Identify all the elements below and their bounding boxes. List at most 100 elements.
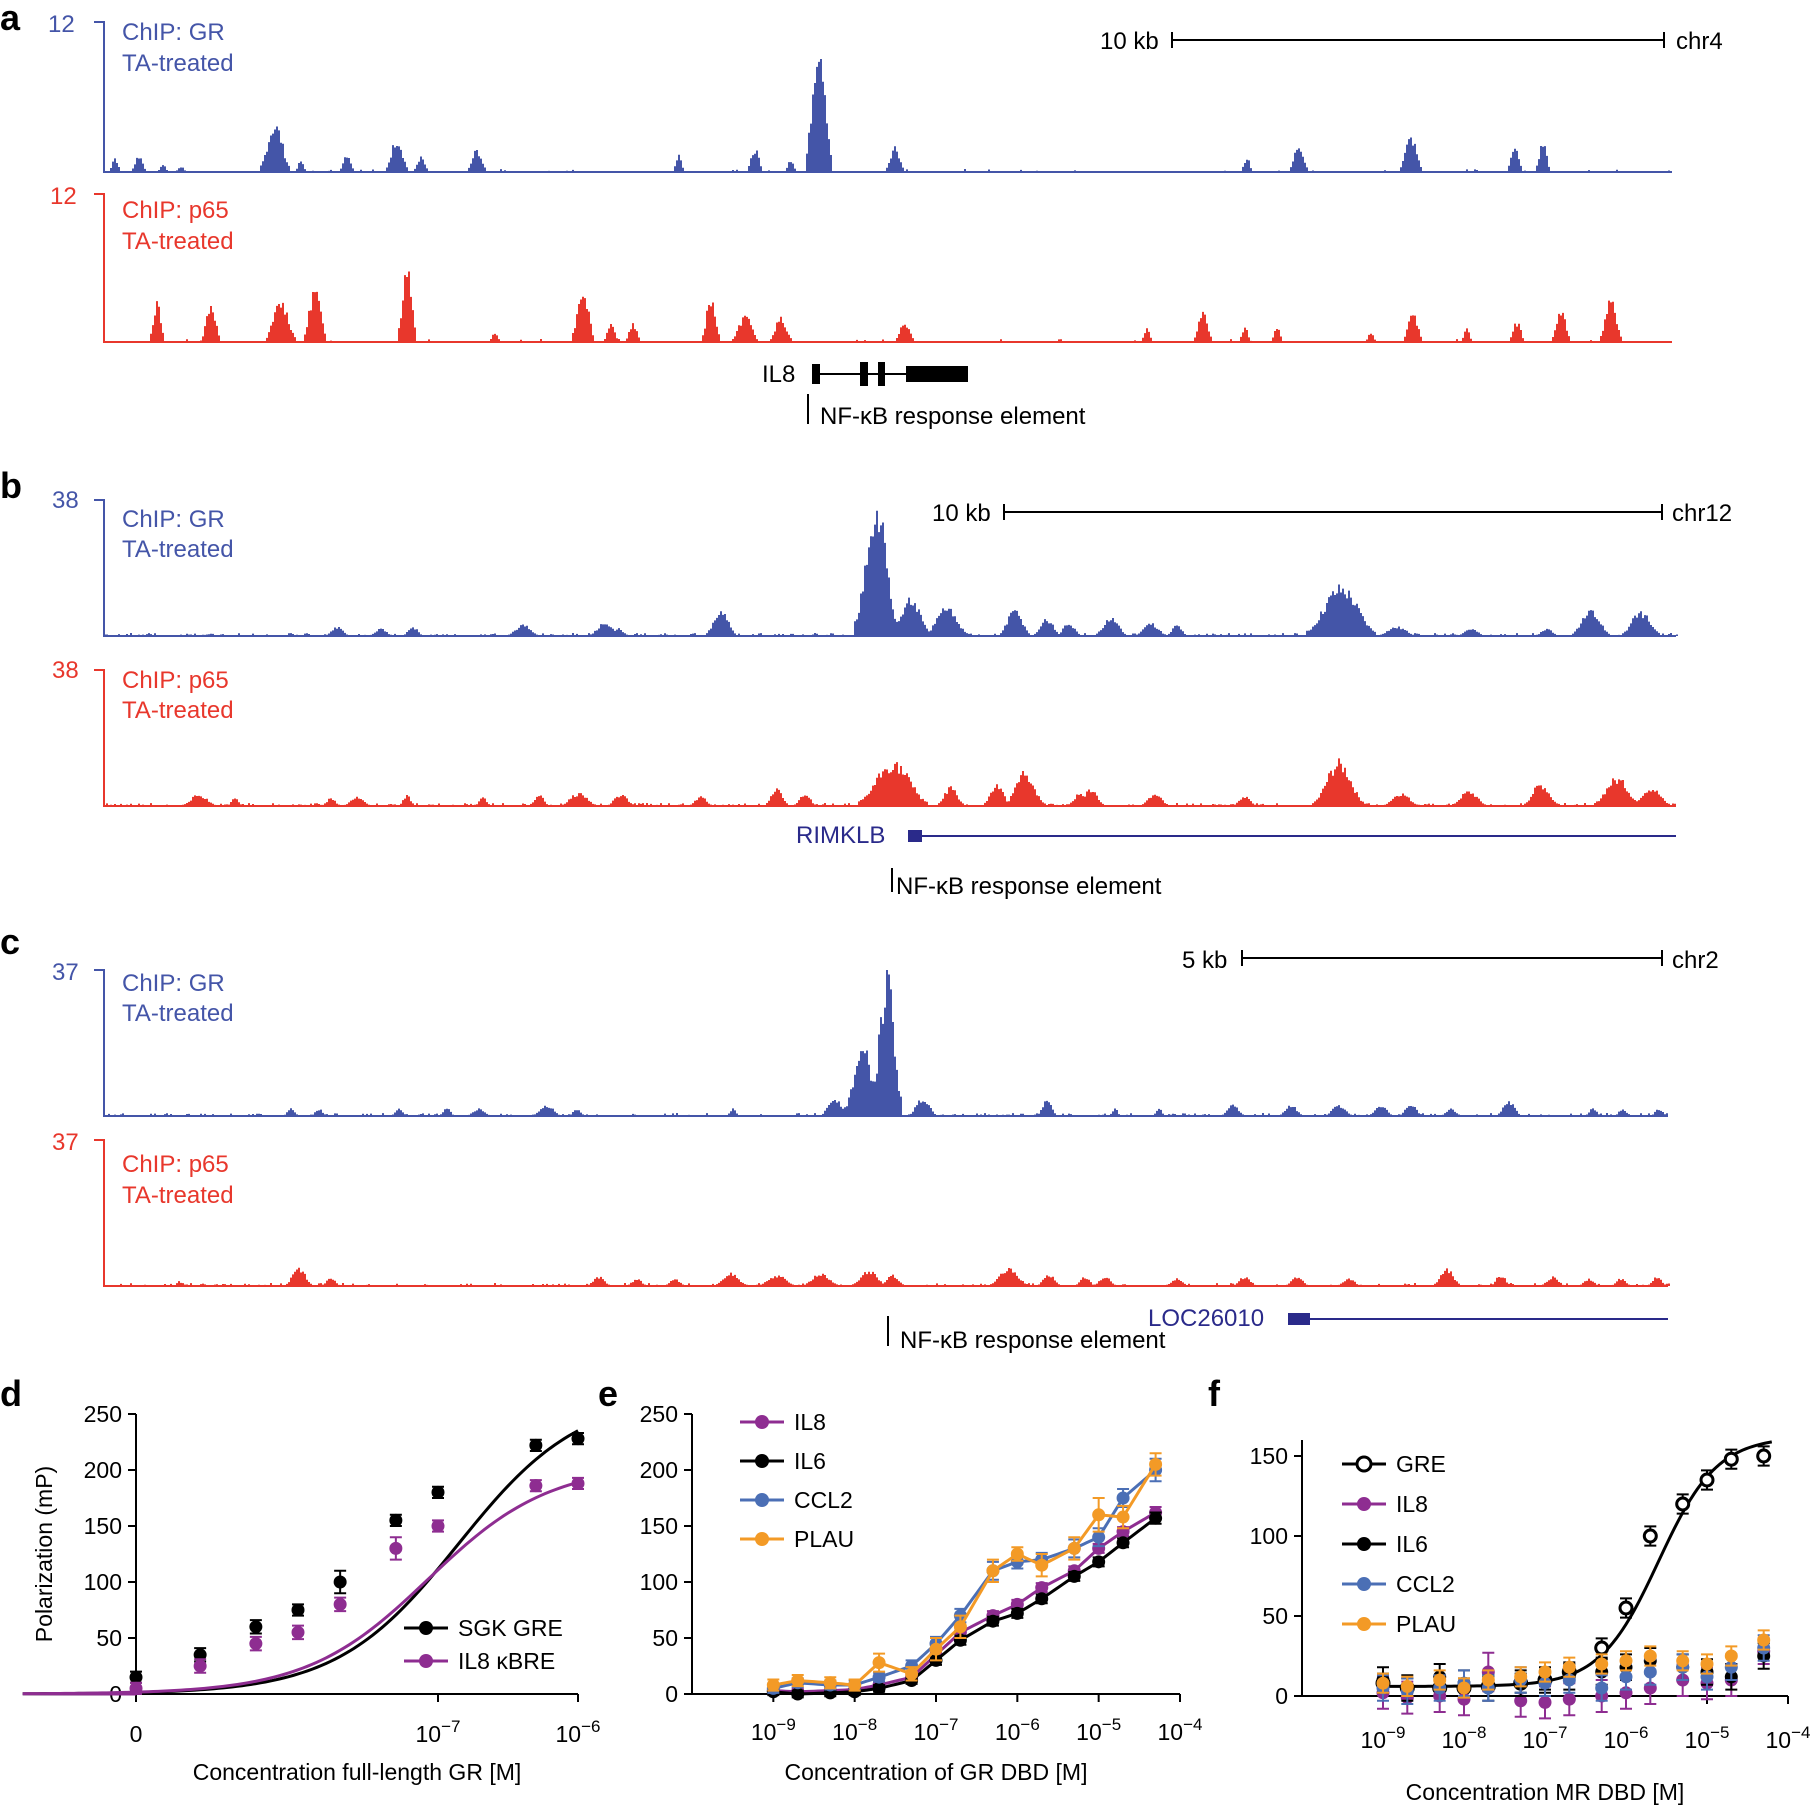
plot-f: 0 50 100 150 10−9 10−8 10−7 10−6 10−5 10−4 Concent… xyxy=(1250,1440,1810,1805)
x-tick-label-f-4: 10−5 xyxy=(1685,1723,1730,1753)
fit-line-d-1 xyxy=(22,1480,579,1696)
data-point-d-0-3 xyxy=(291,1603,305,1617)
data-point-f-4-9 xyxy=(1619,1654,1633,1668)
y-tick-label-f-0: 0 xyxy=(1275,1683,1288,1709)
x-axis-title-f: Concentration MR DBD [M] xyxy=(1406,1779,1685,1805)
x-tick-label-d-1: 10−7 xyxy=(416,1717,461,1747)
data-point-e-3-12 xyxy=(1092,1508,1106,1522)
data-point-f-0-10 xyxy=(1642,1528,1658,1544)
data-point-e-1-10 xyxy=(1035,1592,1049,1606)
gene-model-b: RIMKLB NF-κB response element xyxy=(796,822,1676,900)
scale-bar-b xyxy=(1003,504,1663,520)
data-point-d-1-5 xyxy=(389,1541,403,1555)
track-gr-a: 12 ChIP: GR TA-treated xyxy=(48,11,1672,173)
data-point-d-0-7 xyxy=(529,1438,543,1452)
p65-track-name-b: ChIP: p65 xyxy=(122,667,229,694)
data-point-f-0-8 xyxy=(1594,1640,1610,1656)
x-tick-label-f-3: 10−6 xyxy=(1604,1723,1649,1753)
legend-label-f-1: IL8 xyxy=(1396,1491,1428,1517)
data-point-f-1-6 xyxy=(1538,1695,1552,1709)
data-point-e-3-6 xyxy=(929,1642,943,1656)
data-point-d-1-2 xyxy=(249,1637,263,1651)
y-tick-label-d-5: 250 xyxy=(84,1401,122,1427)
data-point-f-4-3 xyxy=(1457,1681,1471,1695)
data-point-f-4-0 xyxy=(1376,1676,1390,1690)
y-tick-label-e-3: 150 xyxy=(640,1513,678,1539)
track-p65-c: 37 ChIP: p65 TA-treated xyxy=(52,1129,1670,1287)
scalebar-c: 5 kb chr2 xyxy=(1182,947,1719,974)
legend-label-e-2: CCL2 xyxy=(794,1487,853,1513)
data-point-e-3-13 xyxy=(1116,1510,1130,1524)
data-point-f-3-6 xyxy=(1538,1676,1552,1690)
data-point-f-4-10 xyxy=(1643,1649,1657,1663)
data-point-d-0-0 xyxy=(129,1670,143,1684)
panel-label-d: d xyxy=(0,1373,22,1414)
data-point-d-1-4 xyxy=(333,1597,347,1611)
x-tick-label-e-0: 10−9 xyxy=(751,1715,796,1745)
data-point-d-0-8 xyxy=(571,1432,585,1446)
x-tick-label-d-2: 10−6 xyxy=(556,1717,601,1747)
legend-label-d-0: SGK GRE xyxy=(458,1615,563,1641)
legend-marker-d-0 xyxy=(419,1621,433,1635)
x-tick-label-e-3: 10−6 xyxy=(995,1715,1040,1745)
data-point-d-0-2 xyxy=(249,1620,263,1634)
gene-exon-c xyxy=(1288,1313,1310,1325)
data-point-f-0-11 xyxy=(1675,1496,1691,1512)
y-tick-label-f-3: 150 xyxy=(1250,1443,1288,1469)
data-point-e-3-8 xyxy=(986,1564,1000,1578)
p65-track-name-a: ChIP: p65 xyxy=(122,197,229,224)
data-point-d-1-1 xyxy=(193,1659,207,1673)
data-point-f-3-13 xyxy=(1724,1660,1738,1674)
p65-track-cond-a: TA-treated xyxy=(122,228,234,255)
legend-label-e-1: IL6 xyxy=(794,1448,826,1474)
gr-track-name-c: ChIP: GR xyxy=(122,970,225,997)
gene-exon-a3 xyxy=(878,362,885,386)
legend-marker-f-1 xyxy=(1357,1497,1371,1511)
data-point-f-0-14 xyxy=(1756,1448,1772,1464)
p65-coverage-c xyxy=(104,1267,1670,1286)
y-tick-label-e-1: 50 xyxy=(652,1625,678,1651)
chrom-label-b: chr12 xyxy=(1672,500,1732,527)
gr-coverage-a xyxy=(104,59,1670,172)
legend-marker-e-2 xyxy=(755,1493,769,1507)
gene-model-a: IL8 NF-κB response element xyxy=(762,361,1086,430)
data-point-f-4-11 xyxy=(1676,1654,1690,1668)
track-gr-c: 37 ChIP: GR TA-treated xyxy=(52,959,1670,1117)
p65-max-c: 37 xyxy=(52,1129,79,1156)
x-tick-label-f-1: 10−8 xyxy=(1442,1723,1487,1753)
legend-marker-d-1 xyxy=(419,1654,433,1668)
data-point-d-0-1 xyxy=(193,1648,207,1662)
x-tick-label-f-0: 10−9 xyxy=(1361,1723,1406,1753)
data-point-e-3-10 xyxy=(1035,1558,1049,1572)
data-point-d-1-8 xyxy=(571,1476,585,1490)
data-point-e-3-9 xyxy=(1010,1547,1024,1561)
data-point-d-1-3 xyxy=(291,1625,305,1639)
x-tick-label-e-5: 10−4 xyxy=(1158,1715,1203,1745)
gr-track-name-b: ChIP: GR xyxy=(122,506,225,533)
gene-exon-b xyxy=(908,830,922,842)
track-p65-b: 38 ChIP: p65 TA-treated xyxy=(52,657,1678,807)
legend-marker-e-3 xyxy=(755,1532,769,1546)
track-p65-a: 12 ChIP: p65 TA-treated xyxy=(50,183,1672,343)
y-tick-label-d-4: 200 xyxy=(84,1457,122,1483)
chrom-label-c: chr2 xyxy=(1672,947,1719,974)
data-point-e-1-4 xyxy=(872,1681,886,1695)
data-point-e-1-7 xyxy=(953,1633,967,1647)
data-point-f-4-8 xyxy=(1595,1657,1609,1671)
panel-label-f: f xyxy=(1208,1373,1221,1414)
legend-marker-e-1 xyxy=(755,1454,769,1468)
element-label-a: NF-κB response element xyxy=(820,403,1086,430)
gr-track-name-a: ChIP: GR xyxy=(122,19,225,46)
scalebar-b: 10 kb chr12 xyxy=(932,500,1732,527)
data-point-e-1-11 xyxy=(1067,1569,1081,1583)
p65-max-a: 12 xyxy=(50,183,77,210)
gr-coverage-b xyxy=(104,510,1678,636)
data-point-f-4-2 xyxy=(1433,1673,1447,1687)
scale-bar-c xyxy=(1241,950,1663,966)
data-point-e-2-12 xyxy=(1092,1530,1106,1544)
data-point-f-3-10 xyxy=(1643,1665,1657,1679)
data-point-d-0-6 xyxy=(431,1485,445,1499)
p65-axis-c xyxy=(94,1139,1668,1287)
data-point-e-2-13 xyxy=(1116,1491,1130,1505)
